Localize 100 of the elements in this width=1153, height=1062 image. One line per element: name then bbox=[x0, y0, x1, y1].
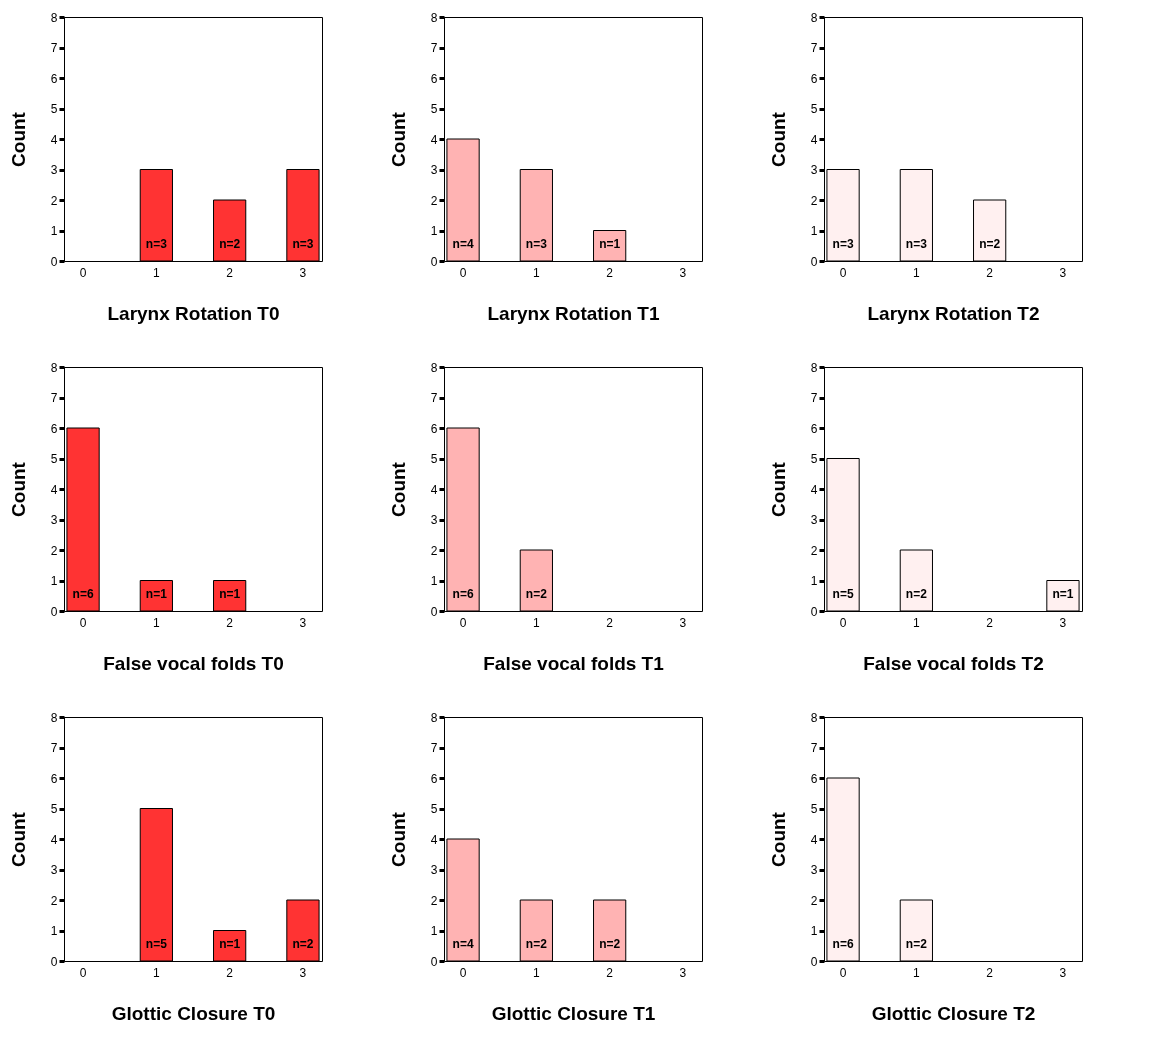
x-tick-label: 1 bbox=[153, 615, 161, 630]
x-tick-label: 3 bbox=[679, 965, 687, 980]
y-tick-label: 3 bbox=[430, 513, 438, 527]
y-tick-label: 5 bbox=[50, 102, 58, 116]
y-tick-label: 8 bbox=[810, 360, 818, 375]
y-tick-label: 1 bbox=[810, 224, 818, 238]
y-tick-label: 3 bbox=[50, 513, 58, 527]
x-tick-label: 1 bbox=[913, 615, 921, 630]
data-label: n=3 bbox=[292, 237, 314, 251]
y-tick-label: 7 bbox=[430, 41, 438, 55]
x-axis-title: Glottic Closure T0 bbox=[111, 1002, 276, 1024]
y-tick-label: 6 bbox=[430, 771, 438, 786]
x-tick-label: 2 bbox=[226, 615, 234, 630]
y-tick-label: 0 bbox=[430, 954, 438, 969]
y-tick-label: 5 bbox=[50, 452, 58, 466]
x-tick-label: 3 bbox=[299, 965, 307, 980]
y-tick-label: 3 bbox=[430, 163, 438, 177]
data-label: n=2 bbox=[292, 937, 314, 951]
y-tick-label: 4 bbox=[50, 832, 58, 847]
x-tick-label: 1 bbox=[533, 965, 541, 980]
y-tick-label: 1 bbox=[50, 574, 58, 588]
x-tick-label: 1 bbox=[153, 965, 161, 980]
y-tick-label: 6 bbox=[50, 421, 58, 436]
y-tick-label: 4 bbox=[50, 482, 58, 497]
data-label: n=3 bbox=[145, 237, 168, 251]
y-tick-label: 3 bbox=[810, 513, 818, 527]
y-tick-label: 0 bbox=[810, 954, 818, 969]
x-tick-label: 2 bbox=[606, 965, 614, 980]
data-label: n=2 bbox=[905, 937, 928, 951]
x-axis-title: Larynx Rotation T1 bbox=[487, 302, 660, 324]
y-tick-label: 1 bbox=[810, 574, 818, 588]
y-tick-label: 3 bbox=[810, 163, 818, 177]
x-axis-title: False vocal folds T1 bbox=[483, 652, 665, 674]
x-tick-label: 3 bbox=[299, 265, 307, 280]
x-tick-label: 1 bbox=[153, 265, 161, 280]
y-tick-label: 5 bbox=[50, 802, 58, 816]
y-axis-title: Count bbox=[7, 111, 29, 167]
x-axis-title: Glottic Closure T1 bbox=[491, 1002, 656, 1024]
data-label: n=5 bbox=[832, 587, 854, 601]
x-axis-title: False vocal folds T2 bbox=[863, 652, 1044, 674]
x-tick-label: 2 bbox=[986, 965, 994, 980]
y-tick-label: 8 bbox=[430, 360, 438, 375]
x-tick-label: 0 bbox=[459, 965, 467, 980]
y-axis-title: Count bbox=[387, 461, 409, 517]
data-label: n=2 bbox=[905, 587, 928, 601]
y-tick-label: 5 bbox=[810, 102, 818, 116]
data-label: n=2 bbox=[219, 237, 241, 251]
x-tick-label: 0 bbox=[79, 965, 87, 980]
data-label: n=6 bbox=[72, 587, 94, 601]
y-tick-label: 0 bbox=[50, 954, 58, 969]
x-tick-label: 3 bbox=[679, 265, 687, 280]
y-tick-label: 8 bbox=[430, 10, 438, 25]
data-label: n=4 bbox=[452, 937, 474, 951]
x-axis-title: Larynx Rotation T2 bbox=[867, 302, 1040, 324]
x-tick-label: 1 bbox=[533, 265, 541, 280]
data-label: n=6 bbox=[832, 937, 854, 951]
x-tick-label: 2 bbox=[226, 965, 234, 980]
y-axis-title: Count bbox=[7, 461, 29, 517]
y-tick-label: 5 bbox=[430, 452, 438, 466]
y-tick-label: 7 bbox=[810, 41, 818, 55]
data-label: n=6 bbox=[452, 587, 474, 601]
x-tick-label: 2 bbox=[606, 615, 614, 630]
y-tick-label: 2 bbox=[430, 193, 438, 208]
y-tick-label: 8 bbox=[50, 360, 58, 375]
y-tick-label: 4 bbox=[810, 832, 818, 847]
y-tick-label: 3 bbox=[810, 863, 818, 877]
y-tick-label: 4 bbox=[430, 832, 438, 847]
y-tick-label: 1 bbox=[810, 924, 818, 938]
y-axis-title: Count bbox=[767, 811, 789, 867]
y-tick-label: 4 bbox=[430, 132, 438, 147]
y-axis-title: Count bbox=[387, 811, 409, 867]
y-tick-label: 2 bbox=[50, 543, 58, 558]
y-tick-label: 6 bbox=[810, 421, 818, 436]
y-tick-label: 7 bbox=[430, 391, 438, 405]
y-tick-label: 8 bbox=[50, 710, 58, 725]
x-tick-label: 0 bbox=[459, 615, 467, 630]
y-tick-label: 7 bbox=[50, 391, 58, 405]
x-tick-label: 2 bbox=[226, 265, 234, 280]
y-tick-label: 6 bbox=[430, 71, 438, 86]
y-tick-label: 8 bbox=[810, 710, 818, 725]
y-tick-label: 2 bbox=[50, 193, 58, 208]
y-tick-label: 5 bbox=[810, 802, 818, 816]
y-tick-label: 6 bbox=[810, 771, 818, 786]
x-tick-label: 3 bbox=[299, 615, 307, 630]
x-tick-label: 2 bbox=[986, 615, 994, 630]
y-tick-label: 6 bbox=[50, 771, 58, 786]
y-tick-label: 3 bbox=[50, 863, 58, 877]
y-tick-label: 1 bbox=[50, 924, 58, 938]
y-tick-label: 5 bbox=[430, 802, 438, 816]
y-tick-label: 4 bbox=[430, 482, 438, 497]
y-tick-label: 0 bbox=[50, 254, 58, 269]
y-tick-label: 5 bbox=[810, 452, 818, 466]
x-tick-label: 1 bbox=[533, 615, 541, 630]
y-axis-title: Count bbox=[767, 111, 789, 167]
y-tick-label: 0 bbox=[430, 604, 438, 619]
y-tick-label: 7 bbox=[50, 741, 58, 755]
y-tick-label: 2 bbox=[50, 893, 58, 908]
y-tick-label: 2 bbox=[430, 543, 438, 558]
y-tick-label: 3 bbox=[50, 163, 58, 177]
y-tick-label: 2 bbox=[810, 193, 818, 208]
